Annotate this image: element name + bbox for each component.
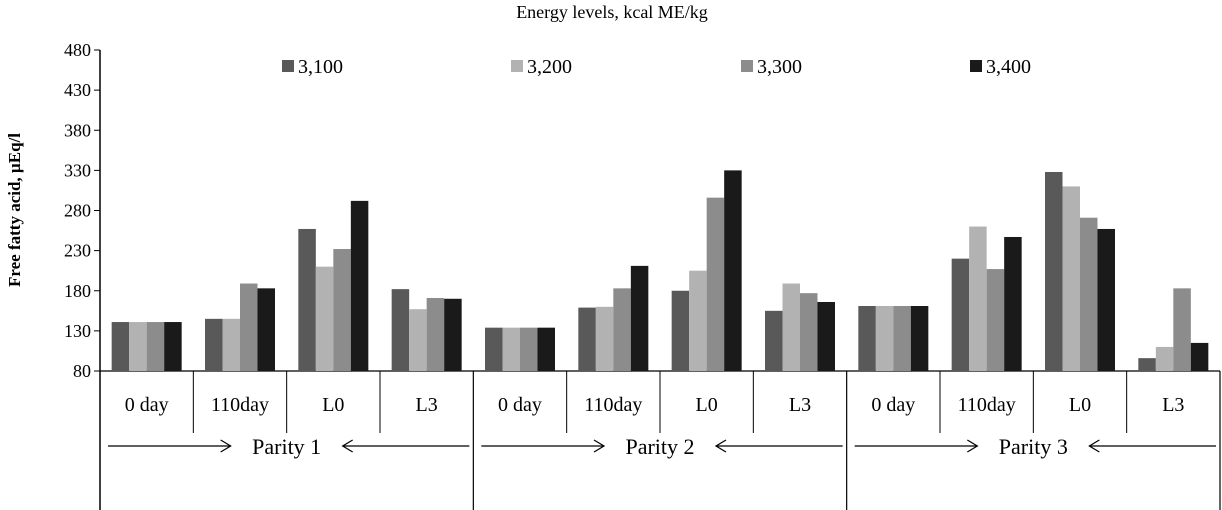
y-tick-label: 80: [73, 361, 91, 381]
bar: [350, 200, 369, 371]
x-tick-label: L0: [322, 394, 344, 416]
x-tick-label: L0: [1069, 394, 1091, 416]
x-tick-label: L3: [416, 394, 438, 416]
bar: [502, 327, 520, 371]
y-tick-label: 130: [64, 321, 91, 341]
bar: [613, 288, 631, 371]
bar: [893, 305, 911, 371]
y-tick-label: 480: [64, 40, 91, 60]
bar: [765, 310, 783, 371]
bar: [595, 306, 614, 371]
x-tick-label: L0: [696, 394, 718, 416]
bar: [1097, 228, 1115, 371]
y-tick-label: 280: [64, 201, 91, 221]
bar: [257, 288, 275, 371]
bar: [986, 269, 1005, 371]
bar: [724, 170, 742, 371]
y-tick-label: 330: [64, 160, 91, 180]
bar: [689, 270, 707, 371]
x-axis-categories: 0 day 110day L0 L3 0 day 110day L0 L3 0 day 110da…: [108, 371, 1221, 510]
x-tick-label: 0 day: [498, 394, 542, 416]
y-tick-label: 230: [64, 241, 91, 261]
bar: [1155, 346, 1174, 371]
legend-swatch: [511, 60, 523, 72]
bar: [800, 293, 818, 371]
bar: [164, 322, 182, 371]
bar: [426, 297, 445, 371]
legend-label: 3,300: [757, 56, 802, 78]
bar: [671, 290, 690, 371]
bar: [969, 226, 987, 371]
legend-swatch: [282, 60, 294, 72]
x-tick-label: L3: [789, 394, 811, 416]
group-arrow-head: [967, 439, 979, 453]
bar: [409, 309, 427, 371]
group-arrow-head: [341, 439, 353, 453]
legend-label: 3,400: [986, 56, 1031, 78]
group-label: Parity 1: [252, 434, 321, 459]
axes: 80 130 180 230 280 330 380 430 480: [64, 40, 1220, 510]
bar: [1062, 186, 1080, 371]
bar: [782, 283, 800, 371]
bar: [537, 327, 555, 371]
x-tick-label: 110day: [584, 394, 642, 416]
bar: [578, 307, 596, 371]
legend-label: 3,200: [527, 56, 572, 78]
group-arrow-head: [1088, 439, 1100, 453]
bar: [520, 327, 538, 371]
y-tick-label: 380: [64, 120, 91, 140]
bar: [444, 298, 462, 371]
bar: [706, 197, 725, 371]
bar: [1045, 171, 1063, 371]
bar: [146, 322, 165, 371]
bar: [485, 327, 503, 371]
bar: [1173, 288, 1191, 371]
y-tick-label: 430: [64, 80, 91, 100]
x-tick-label: 110day: [958, 394, 1016, 416]
legend-swatch: [741, 60, 753, 72]
bar: [315, 266, 334, 371]
x-tick-label: L3: [1162, 394, 1184, 416]
bar: [205, 318, 223, 371]
x-tick-label: 110day: [211, 394, 269, 416]
legend-swatch: [970, 60, 982, 72]
bar: [1138, 358, 1156, 371]
bar: [630, 265, 649, 371]
group-label: Parity 3: [999, 434, 1068, 459]
bar: [910, 305, 929, 371]
y-axis-label: Free fatty acid, µEq/l: [5, 133, 24, 287]
legend-label: 3,100: [298, 56, 343, 78]
bar: [1004, 236, 1022, 371]
x-tick-label: 0 day: [125, 394, 169, 416]
bar: [875, 305, 894, 371]
bar: [858, 305, 876, 371]
bar: [1190, 342, 1209, 371]
bar: [240, 283, 258, 371]
group-arrow-head: [220, 439, 232, 453]
y-tick-label: 180: [64, 281, 91, 301]
bar: [817, 301, 835, 371]
bar: [391, 289, 410, 371]
x-tick-label: 0 day: [871, 394, 915, 416]
bar: [333, 249, 351, 371]
bar: [222, 318, 240, 371]
legend: 3,100 3,200 3,300 3,400: [282, 56, 1031, 78]
group-arrow-head: [714, 439, 727, 453]
group-label: Parity 2: [625, 434, 694, 459]
bar: [111, 322, 130, 371]
bars: [111, 170, 1209, 371]
group-arrow-head: [593, 439, 606, 453]
bar: [298, 228, 316, 371]
bar: [951, 258, 970, 371]
chart-title: Energy levels, kcal ME/kg: [516, 2, 708, 22]
bar: [1080, 217, 1098, 371]
bar: [129, 322, 147, 371]
